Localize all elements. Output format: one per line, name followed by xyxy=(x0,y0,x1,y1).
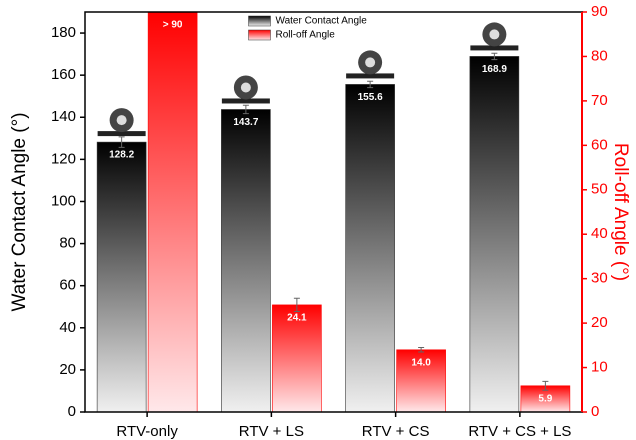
legend-swatch xyxy=(249,16,271,26)
y2-tick-label: 40 xyxy=(591,225,608,242)
value-label: 143.7 xyxy=(233,117,258,128)
y2-tick-label: 50 xyxy=(591,181,608,198)
chart: Water Contact Angle (°) Roll-off Angle (… xyxy=(0,0,636,440)
y2-tick-label: 20 xyxy=(591,314,608,331)
x-tick-label: RTV-only xyxy=(116,423,178,440)
y-axis-title: Water Contact Angle (°) xyxy=(9,112,30,311)
y-tick-label: 40 xyxy=(59,319,76,336)
bar xyxy=(221,109,270,412)
y2-tick-label: 70 xyxy=(591,92,608,109)
y2-axis-title: Roll-off Angle (°) xyxy=(610,143,631,281)
y2-tick-label: 60 xyxy=(591,136,608,153)
bar xyxy=(148,12,197,412)
legend-label: Water Contact Angle xyxy=(276,16,368,27)
y-tick-label: 20 xyxy=(59,361,76,378)
value-label: 168.9 xyxy=(482,64,507,75)
value-label: 128.2 xyxy=(109,150,134,161)
y-tick-label: 60 xyxy=(59,277,76,294)
legend-label: Roll-off Angle xyxy=(276,30,336,41)
x-tick-label: RTV + CS xyxy=(362,423,430,440)
bar xyxy=(470,56,519,412)
droplet-shine xyxy=(365,57,375,67)
x-tick-label: RTV + CS + LS xyxy=(468,423,571,440)
y2-tick-label: 90 xyxy=(591,3,608,20)
value-label: 24.1 xyxy=(287,313,307,324)
value-label: 5.9 xyxy=(538,393,552,404)
y-tick-label: 180 xyxy=(51,24,76,41)
droplet-shine xyxy=(241,82,251,92)
legend-swatch xyxy=(249,30,271,40)
y2-tick-label: 0 xyxy=(591,403,599,420)
y-tick-label: 0 xyxy=(68,403,76,420)
bar xyxy=(97,142,146,412)
x-tick-label: RTV + LS xyxy=(239,423,304,440)
value-label: > 90 xyxy=(163,20,183,31)
bar xyxy=(346,84,395,412)
y-tick-label: 100 xyxy=(51,192,76,209)
value-label: 14.0 xyxy=(411,357,431,368)
value-label: 155.6 xyxy=(358,92,383,103)
y2-tick-label: 10 xyxy=(591,359,608,376)
y2-tick-label: 30 xyxy=(591,270,608,287)
y-tick-label: 160 xyxy=(51,66,76,83)
y2-tick-label: 80 xyxy=(591,47,608,64)
y-tick-label: 140 xyxy=(51,108,76,125)
y-tick-label: 120 xyxy=(51,150,76,167)
droplet-shine xyxy=(489,29,499,39)
droplet-shine xyxy=(117,115,127,125)
y-tick-label: 80 xyxy=(59,235,76,252)
